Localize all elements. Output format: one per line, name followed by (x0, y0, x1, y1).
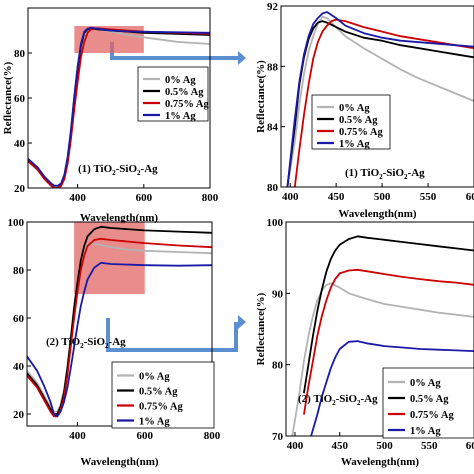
y-tick-label: 40 (14, 138, 26, 150)
x-axis-label: Wavelength(nm) (80, 456, 159, 468)
y-tick-label: 80 (267, 182, 279, 194)
legend-label: 0% Ag (165, 75, 196, 86)
series-line-1 (27, 225, 212, 415)
series-line-2 (27, 237, 212, 418)
legend-label: 0.75% Ag (139, 402, 184, 413)
x-tick-label: 550 (420, 191, 437, 203)
panel-annotation: (1) TiO2-SiO2-Ag (345, 167, 425, 181)
legend-label: 0% Ag (139, 372, 170, 383)
y-axis-label: Reflectance(%) (2, 61, 14, 134)
legend-label: 0.75% Ag (410, 410, 455, 421)
y-tick-label: 80 (14, 48, 26, 60)
y-tick-label: 80 (272, 360, 284, 372)
y-tick-label: 88 (267, 61, 279, 73)
legend-label: 1% Ag (139, 417, 170, 428)
series-line-0 (286, 15, 474, 187)
x-tick-label: 450 (331, 440, 348, 452)
x-tick-label: 400 (69, 192, 86, 204)
y-tick-label: 90 (272, 288, 284, 300)
legend-box (111, 361, 215, 429)
y-tick-label: 92 (267, 1, 279, 13)
x-tick-label: 500 (376, 440, 393, 452)
series-line-2 (293, 18, 474, 187)
y-tick-label: 70 (272, 431, 284, 443)
series-line-1 (303, 235, 474, 394)
y-tick-label: 80 (13, 265, 25, 277)
y-tick-label: 60 (14, 93, 26, 105)
y-tick-label: 60 (13, 313, 25, 325)
series-line-3 (28, 26, 210, 187)
y-axis-label: Reflectance(%) (255, 60, 267, 133)
legend-box (137, 66, 209, 122)
series-lines (286, 11, 474, 187)
arrow-head (238, 315, 246, 329)
chart-panel-2-zoom: 70 80 90 100 400 450 500 550 600 Wavelength(nm) Re… (255, 217, 474, 468)
y-tick-label: 84 (267, 122, 279, 134)
x-tick-label: 450 (328, 191, 345, 203)
legend-box (311, 94, 391, 150)
series-lines (291, 235, 474, 436)
legend-label: 1% Ag (339, 139, 370, 150)
x-tick-label: 800 (204, 430, 221, 442)
legend-label: 0% Ag (410, 378, 441, 389)
series-line-2 (303, 268, 474, 415)
x-tick-label: 600 (136, 430, 153, 442)
plot-frame (285, 221, 474, 437)
x-tick-label: 400 (69, 430, 86, 442)
series-line-3 (27, 261, 212, 418)
x-tick-label: 600 (466, 440, 474, 452)
series-line-3 (286, 11, 474, 187)
legend-label: 0.5% Ag (165, 87, 204, 98)
legend-label: 1% Ag (410, 426, 441, 437)
arrow-head (238, 51, 246, 65)
y-tick-label: 40 (13, 361, 25, 373)
x-tick-label: 600 (466, 191, 474, 203)
chart-panel-2-full: 20 40 60 80 100 400 600 800 Wavelength(nm) 0% Ag 0… (8, 217, 221, 468)
series-lines (27, 225, 212, 418)
chart-panel-1-zoom: 80 84 88 92 400 450 500 550 600 Wavelength(nm) Ref… (255, 1, 474, 220)
panel-annotation: (2) TiO2-SiO2-Ag (298, 393, 378, 407)
chart-panel-1-full: 20 40 60 80 400 600 800 Wavelength(nm) Reflectan… (2, 7, 219, 224)
x-tick-label: 550 (421, 440, 438, 452)
series-line-0 (291, 282, 474, 436)
series-line-3 (310, 340, 474, 436)
x-tick-label: 500 (374, 191, 391, 203)
y-tick-label: 100 (267, 217, 284, 229)
x-axis-label: Wavelength(nm) (338, 208, 417, 220)
legend-label: 0.5% Ag (410, 394, 449, 405)
x-tick-label: 600 (136, 192, 153, 204)
x-tick-label: 800 (202, 192, 219, 204)
legend-label: 0.5% Ag (339, 115, 378, 126)
legend-label: 0% Ag (339, 103, 370, 114)
legend-label: 0.5% Ag (139, 387, 178, 398)
panel-annotation: (1) TiO2-SiO2-Ag (78, 163, 158, 177)
series-line-2 (28, 27, 210, 188)
legend-box (382, 367, 474, 439)
y-tick-label: 20 (13, 409, 25, 421)
legend-label: 0.75% Ag (165, 99, 210, 110)
y-tick-label: 100 (8, 217, 25, 229)
legend-label: 0.75% Ag (339, 127, 384, 138)
x-tick-label: 400 (287, 440, 304, 452)
arrow-shaft (106, 318, 238, 352)
zoom-region (74, 222, 145, 294)
x-axis-label: Wavelength(nm) (80, 212, 159, 224)
y-tick-label: 20 (14, 183, 26, 195)
y-axis-label: Reflectance(%) (255, 292, 267, 365)
series-lines (28, 26, 210, 188)
x-axis-label: Wavelength(nm) (341, 456, 420, 468)
panel-annotation: (2) TiO2-SiO2-Ag (46, 336, 126, 350)
x-tick-label: 400 (282, 191, 299, 203)
legend-label: 1% Ag (165, 111, 196, 122)
plot-frame (280, 5, 474, 188)
